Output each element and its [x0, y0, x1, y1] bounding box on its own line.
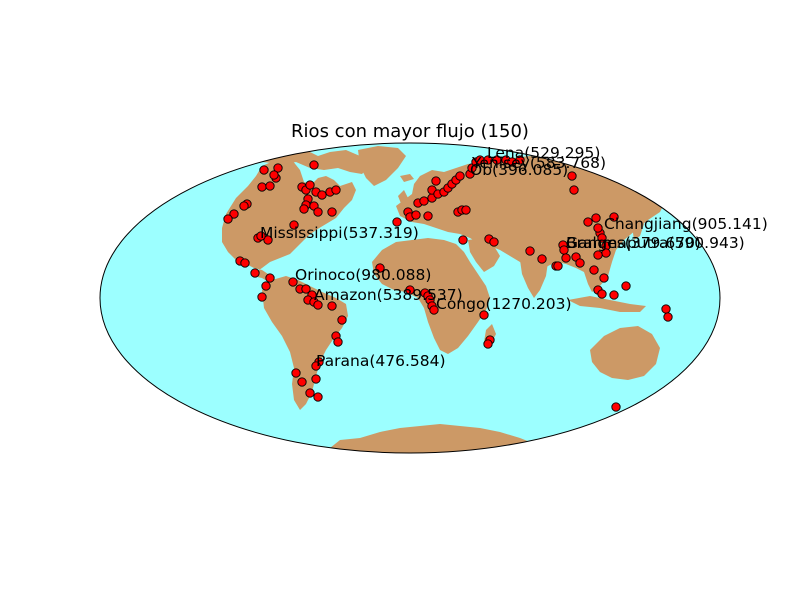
river-markers — [223, 155, 673, 412]
river-marker — [223, 214, 233, 224]
river-marker — [483, 155, 493, 165]
japan — [632, 218, 644, 240]
river-marker — [567, 171, 577, 181]
river-marker — [663, 312, 673, 322]
river-marker — [609, 290, 619, 300]
map-title: Rios con mayor flujo (150) — [291, 121, 529, 142]
river-marker — [431, 176, 441, 186]
river-marker — [313, 207, 323, 217]
river-marker — [611, 402, 621, 412]
river-marker — [250, 268, 260, 278]
river-marker — [331, 185, 341, 195]
label-amazon: Amazon(5389.537) — [314, 286, 463, 304]
iceland — [400, 174, 414, 182]
river-marker — [525, 246, 535, 256]
river-marker — [583, 217, 593, 227]
river-marker — [259, 165, 269, 175]
river-marker — [265, 273, 275, 283]
river-marker — [597, 233, 607, 243]
river-marker — [263, 235, 273, 245]
label-ob: Ob(396.085) — [470, 161, 568, 179]
river-marker — [301, 284, 311, 294]
river-marker — [311, 361, 321, 371]
river-marker — [257, 292, 267, 302]
river-marker — [515, 155, 525, 165]
river-marker — [229, 209, 239, 219]
river-marker — [309, 160, 319, 170]
river-marker — [299, 204, 309, 214]
river-marker — [327, 301, 337, 311]
greenland — [358, 146, 406, 186]
river-marker — [561, 253, 571, 263]
river-marker — [537, 254, 547, 264]
british-isles — [398, 190, 408, 206]
river-marker — [313, 392, 323, 402]
river-marker — [599, 273, 609, 283]
river-marker — [311, 374, 321, 384]
river-marker — [333, 337, 343, 347]
river-marker — [411, 210, 421, 220]
label-lena: Lena(529.295) — [487, 144, 600, 162]
label-parana: Parana(476.584) — [316, 352, 446, 370]
river-marker — [405, 285, 415, 295]
river-marker — [489, 237, 499, 247]
river-marker — [569, 185, 579, 195]
globe-outline — [99, 142, 721, 454]
arabia — [468, 238, 500, 272]
river-marker — [375, 263, 385, 273]
river-marker — [392, 217, 402, 227]
river-marker — [289, 220, 299, 230]
south-america — [262, 276, 348, 410]
label-congo: Congo(1270.203) — [436, 295, 572, 313]
river-marker — [492, 155, 502, 165]
india — [520, 258, 548, 298]
indonesia — [568, 296, 646, 312]
river-marker — [483, 339, 493, 349]
river-marker — [479, 310, 489, 320]
river-marker — [621, 281, 631, 291]
river-marker — [455, 171, 465, 181]
label-changjiang: Changjiang(905.141) — [604, 215, 768, 233]
river-marker — [458, 235, 468, 245]
river-labels: Lena(529.295) Yenisey(583.768) Ob(396.08… — [260, 144, 768, 370]
river-marker — [256, 231, 266, 241]
river-marker — [597, 289, 607, 299]
river-marker — [288, 277, 298, 287]
river-marker — [291, 368, 301, 378]
river-marker — [273, 163, 283, 173]
river-marker — [423, 211, 433, 221]
river-marker — [261, 281, 271, 291]
river-marker — [337, 315, 347, 325]
river-marker — [305, 388, 315, 398]
river-marker — [327, 207, 337, 217]
label-yenisey: Yenisey(583.768) — [471, 154, 606, 172]
river-marker — [269, 170, 279, 180]
river-marker — [661, 304, 671, 314]
river-marker — [553, 261, 563, 271]
river-marker — [265, 181, 275, 191]
label-ganges: Ganges(379.670) — [566, 234, 701, 252]
river-marker — [317, 190, 327, 200]
river-marker — [240, 258, 250, 268]
river-marker — [313, 300, 323, 310]
river-marker — [257, 182, 267, 192]
label-mississippi: Mississippi(537.319) — [260, 224, 419, 242]
river-marker — [591, 213, 601, 223]
river-marker — [589, 265, 599, 275]
river-marker — [305, 180, 315, 190]
river-marker — [609, 212, 619, 222]
river-marker — [419, 196, 429, 206]
label-orinoco: Orinoco(980.088) — [295, 266, 431, 284]
river-marker — [297, 377, 307, 387]
river-marker — [593, 223, 603, 233]
australia — [590, 326, 660, 380]
label-brahmaputra: Brahmaputra(590.943) — [566, 234, 745, 252]
river-marker — [429, 305, 439, 315]
river-marker — [575, 258, 585, 268]
river-marker — [239, 201, 249, 211]
new-zealand — [676, 378, 684, 396]
river-marker — [461, 205, 471, 215]
river-marker — [593, 250, 603, 260]
